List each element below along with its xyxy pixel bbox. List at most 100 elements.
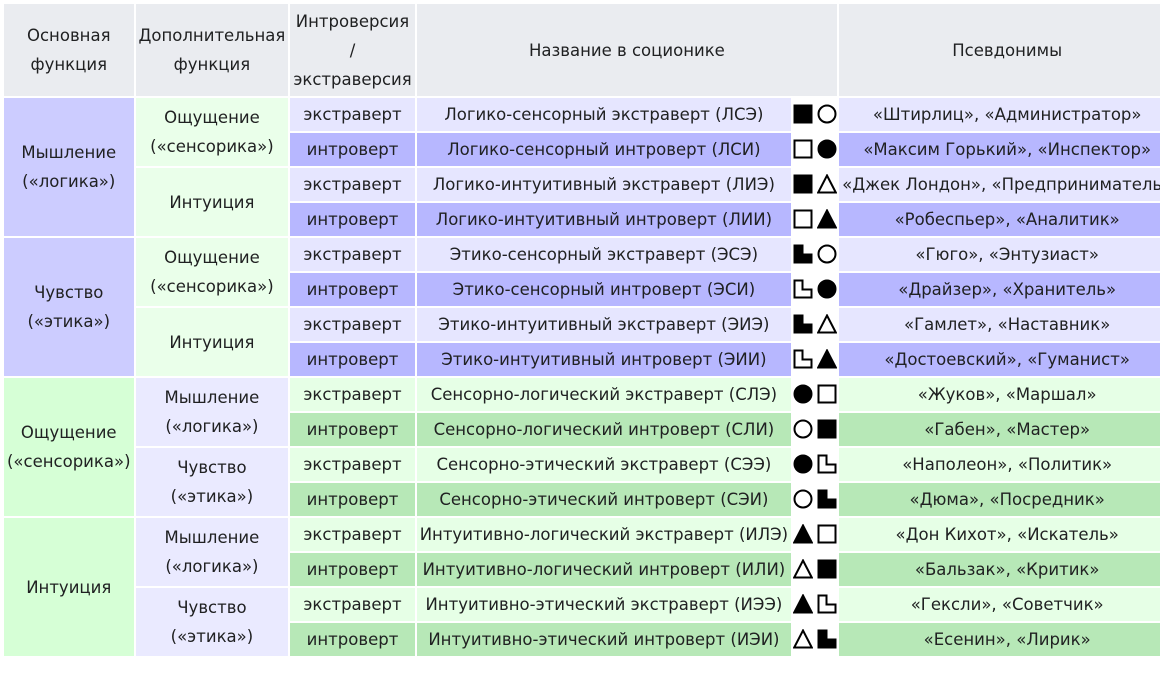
table-row: Интуиция экстраверт Логико-интуитивный экс… xyxy=(3,166,1160,238)
aux-function-cell: Интуиция xyxy=(133,306,291,378)
table-row: Чувство («этика») Ощущение («сенсорика») э… xyxy=(2,236,1160,378)
aliases-cell: «Гюго», «Энтузиаст» xyxy=(837,236,1160,273)
type-name-cell: Интуитивно-этический интроверт (ИЭИ) xyxy=(414,621,794,658)
white-l-shape-icon xyxy=(793,349,813,369)
black-square-icon xyxy=(793,104,813,124)
white-square-icon xyxy=(817,524,837,544)
io-cell: интроверт xyxy=(288,411,417,448)
aliases-cell: «Наполеон», «Политик» xyxy=(837,446,1160,483)
aliases-cell: «Дон Кихот», «Искатель» xyxy=(837,516,1160,553)
io-cell: экстраверт xyxy=(288,516,417,553)
white-square-icon xyxy=(793,139,813,159)
type-symbols-cell xyxy=(791,586,840,623)
table-row: интроверт Этико-сенсорный интроверт (ЭСИ)… xyxy=(3,271,1160,308)
io-cell: экстраверт xyxy=(288,446,417,483)
aux-function-cell: Ощущение («сенсорика») xyxy=(133,236,291,308)
type-name-cell: Этико-сенсорный экстраверт (ЭСЭ) xyxy=(414,236,794,273)
type-symbols-cell xyxy=(791,166,840,203)
type-name-cell: Логико-интуитивный интроверт (ЛИИ) xyxy=(414,201,794,238)
io-cell: экстраверт xyxy=(288,166,417,203)
aliases-cell: «Бальзак», «Критик» xyxy=(837,551,1160,588)
header-introversion-extraversion: Интроверсия / экстраверсия xyxy=(288,2,417,98)
aux-function-cell: Мышление («логика») xyxy=(133,376,291,448)
aliases-cell: «Максим Горький», «Инспектор» xyxy=(837,131,1160,168)
table-row: интроверт Логико-интуитивный интроверт (Л… xyxy=(3,201,1160,238)
io-cell: интроверт xyxy=(288,341,417,378)
type-name-cell: Этико-интуитивный интроверт (ЭИИ) xyxy=(414,341,794,378)
type-symbols-cell xyxy=(791,271,840,308)
type-symbols-cell xyxy=(791,236,840,273)
main-function-cell: Мышление («логика») xyxy=(2,96,136,238)
black-square-icon xyxy=(817,419,837,439)
white-l-shape-icon xyxy=(817,594,837,614)
white-triangle-icon xyxy=(817,174,838,194)
type-symbols-cell xyxy=(791,306,840,343)
black-square-icon xyxy=(817,559,837,579)
table-row: Интуиция Мышление («логика») экстраверт Инт… xyxy=(2,516,1160,658)
type-symbols-cell xyxy=(791,446,840,483)
header-aux-function: Дополнительная функция xyxy=(133,2,291,98)
type-name-cell: Этико-сенсорный интроверт (ЭСИ) xyxy=(414,271,794,308)
main-function-cell: Ощущение («сенсорика») xyxy=(2,376,136,518)
type-symbols-cell xyxy=(791,131,840,168)
aliases-cell: «Достоевский», «Гуманист» xyxy=(837,341,1160,378)
type-name-cell: Логико-интуитивный экстраверт (ЛИЭ) xyxy=(414,166,794,203)
type-symbols-cell xyxy=(791,411,840,448)
black-circle-icon xyxy=(793,384,813,404)
table-row: Чувство («этика») экстраверт Сенсорно-этич… xyxy=(3,446,1160,518)
table-row: интроверт Интуитивно-этический интроверт … xyxy=(3,621,1160,658)
aux-function-cell: Чувство («этика») xyxy=(133,446,291,518)
black-l-shape-icon xyxy=(817,489,837,509)
white-circle-icon xyxy=(793,419,813,439)
io-cell: интроверт xyxy=(288,201,417,238)
aux-function-cell: Чувство («этика») xyxy=(133,586,291,658)
io-cell: интроверт xyxy=(288,551,417,588)
aliases-cell: «Штирлиц», «Администратор» xyxy=(837,96,1160,133)
black-l-shape-icon xyxy=(793,314,813,334)
white-l-shape-icon xyxy=(793,279,813,299)
io-cell: интроверт xyxy=(288,481,417,518)
aliases-cell: «Дюма», «Посредник» xyxy=(837,481,1160,518)
type-name-cell: Интуитивно-логический экстраверт (ИЛЭ) xyxy=(414,516,794,553)
white-square-icon xyxy=(817,384,837,404)
io-cell: экстраверт xyxy=(288,96,417,133)
main-function-cell: Чувство («этика») xyxy=(2,236,136,378)
table-row: интроверт Сенсорно-логический интроверт (… xyxy=(3,411,1160,448)
table-row: Ощущение («сенсорика») Мышление («логика»… xyxy=(2,376,1160,518)
table-row: Чувство («этика») экстраверт Интуитивно-эт… xyxy=(3,586,1160,658)
white-l-shape-icon xyxy=(817,454,837,474)
black-triangle-icon xyxy=(793,594,814,614)
type-symbols-cell xyxy=(791,201,840,238)
io-cell: экстраверт xyxy=(288,306,417,343)
black-circle-icon xyxy=(817,279,837,299)
white-triangle-icon xyxy=(793,559,814,579)
aux-function-cell: Интуиция xyxy=(133,166,291,238)
io-cell: интроверт xyxy=(288,271,417,308)
black-square-icon xyxy=(793,174,813,194)
type-name-cell: Логико-сенсорный экстраверт (ЛСЭ) xyxy=(414,96,794,133)
table-row: Мышление («логика») Ощущение («сенсорика»… xyxy=(2,96,1160,238)
table-row: интроверт Логико-сенсорный интроверт (ЛСИ… xyxy=(3,131,1160,168)
table-row: Интуиция экстраверт Этико-интуитивный экст… xyxy=(3,306,1160,378)
black-triangle-icon xyxy=(817,209,838,229)
aux-function-cell: Ощущение («сенсорика») xyxy=(133,96,291,168)
type-symbols-cell xyxy=(791,621,840,658)
type-name-cell: Интуитивно-логический интроверт (ИЛИ) xyxy=(414,551,794,588)
type-symbols-cell xyxy=(791,96,840,133)
header-aliases: Псевдонимы xyxy=(837,2,1160,98)
type-name-cell: Сенсорно-логический экстраверт (СЛЭ) xyxy=(414,376,794,413)
type-name-cell: Логико-сенсорный интроверт (ЛСИ) xyxy=(414,131,794,168)
header-main-function: Основная функция xyxy=(2,2,136,98)
type-symbols-cell xyxy=(791,376,840,413)
black-triangle-icon xyxy=(793,524,814,544)
table-row: интроверт Сенсорно-этический интроверт (С… xyxy=(3,481,1160,518)
aliases-cell: «Драйзер», «Хранитель» xyxy=(837,271,1160,308)
aliases-cell: «Есенин», «Лирик» xyxy=(837,621,1160,658)
aliases-cell: «Жуков», «Маршал» xyxy=(837,376,1160,413)
socionics-types-table: Основная функция Дополнительная функция … xyxy=(2,2,1160,658)
white-square-icon xyxy=(793,209,813,229)
io-cell: интроверт xyxy=(288,621,417,658)
aliases-cell: «Гамлет», «Наставник» xyxy=(837,306,1160,343)
io-cell: экстраверт xyxy=(288,376,417,413)
type-name-cell: Сенсорно-логический интроверт (СЛИ) xyxy=(414,411,794,448)
